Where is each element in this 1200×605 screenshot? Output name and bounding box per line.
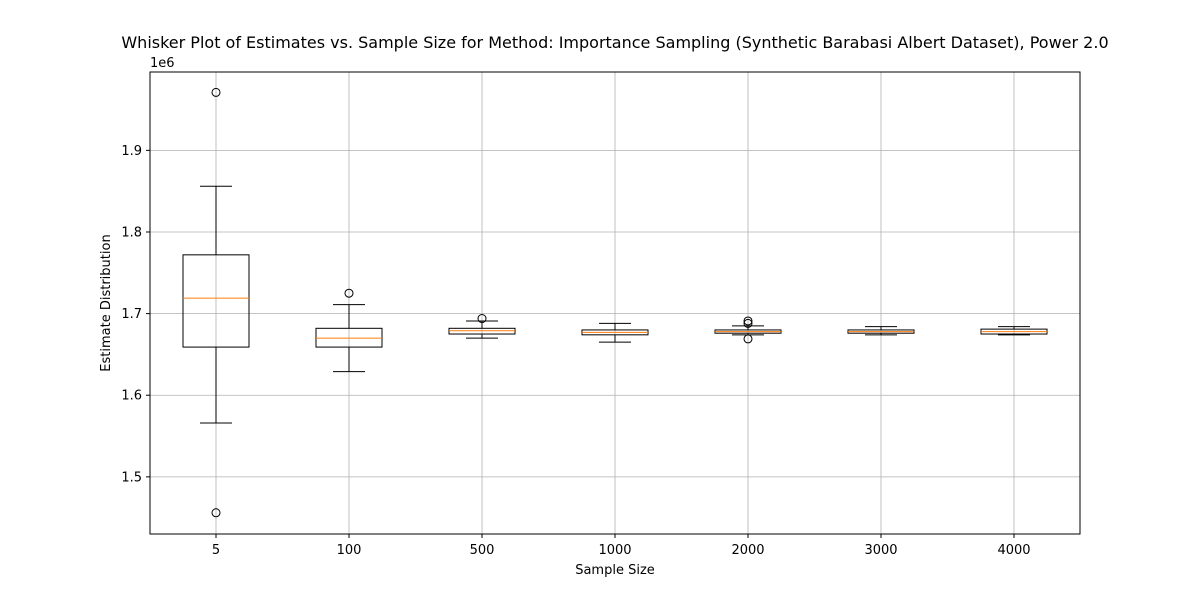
- outlier-point: [211, 87, 221, 97]
- interquartile-box: [182, 254, 250, 348]
- y-tick-label: 1.8: [121, 225, 142, 240]
- x-tick-label: 5: [212, 543, 220, 558]
- box-100: [315, 288, 383, 373]
- y-tick-label: 1.5: [121, 470, 142, 485]
- box-500: [448, 314, 516, 339]
- x-tick-label: 1000: [598, 543, 631, 558]
- outlier-point: [743, 318, 753, 328]
- box-4000: [980, 326, 1048, 336]
- box-1000: [581, 322, 649, 343]
- y-axis-label: Estimate Distribution: [99, 234, 114, 371]
- box-2000: [714, 316, 782, 344]
- outlier-point: [211, 508, 221, 518]
- grid-lines: [150, 72, 1080, 534]
- box-3000: [847, 326, 915, 336]
- x-axis-label: Sample Size: [575, 563, 655, 578]
- outlier-point: [477, 314, 487, 324]
- x-tick-label: 100: [337, 543, 362, 558]
- x-tick-label: 2000: [731, 543, 764, 558]
- x-tick-label: 4000: [997, 543, 1030, 558]
- chart-title: Whisker Plot of Estimates vs. Sample Siz…: [121, 33, 1108, 52]
- x-tick-label: 3000: [864, 543, 897, 558]
- axis-ticks: 5 100 500 1000 2000 3000 4000 1.5 1.6 1.7 1.8 1.9: [121, 144, 1030, 558]
- outlier-point: [743, 334, 753, 344]
- box-5: [182, 87, 250, 518]
- x-tick-label: 500: [470, 543, 495, 558]
- y-tick-label: 1.9: [121, 144, 142, 159]
- y-tick-label: 1.6: [121, 389, 142, 404]
- box-series: [182, 87, 1048, 518]
- outlier-point: [743, 316, 753, 326]
- outlier-point: [344, 288, 354, 298]
- y-axis-offset-label: 1e6: [150, 56, 175, 71]
- y-tick-label: 1.7: [121, 307, 142, 322]
